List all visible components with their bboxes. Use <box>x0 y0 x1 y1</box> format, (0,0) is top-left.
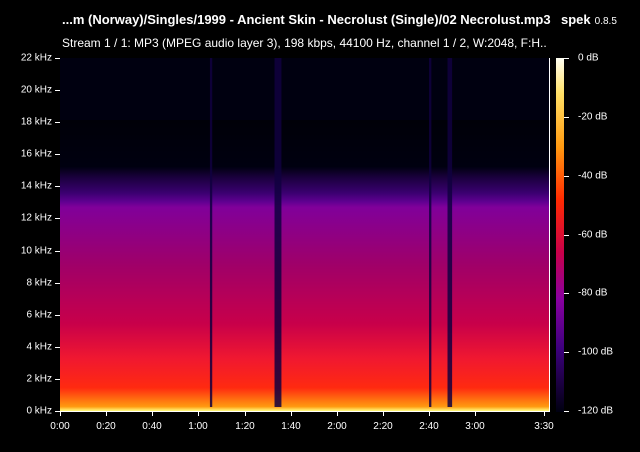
frequency-tick <box>55 283 60 284</box>
quiet-section-band <box>447 58 453 407</box>
colorbar-tick-label: -60 dB <box>578 229 608 241</box>
quiet-section-band <box>209 58 213 407</box>
time-tick <box>152 411 153 416</box>
colorbar-scale: 0 dB -20 dB -40 dB -60 dB -80 dB -100 dB -120 … <box>564 53 640 417</box>
frequency-tick <box>55 154 60 155</box>
time-tick <box>60 411 61 416</box>
app-name-label: spek <box>561 12 591 27</box>
colorbar-tick <box>564 293 569 294</box>
frequency-tick-label: 16 kHz <box>20 148 52 160</box>
frequency-tick <box>55 315 60 316</box>
colorbar <box>556 58 564 412</box>
time-tick <box>475 411 476 416</box>
time-tick-label: 3:00 <box>465 421 485 432</box>
time-tick <box>245 411 246 416</box>
time-tick <box>429 411 430 416</box>
frequency-tick <box>55 58 60 59</box>
colorbar-tick-label: 0 dB <box>578 52 599 64</box>
time-tick <box>106 411 107 416</box>
time-tick-label: 1:40 <box>281 421 301 432</box>
time-tick <box>198 411 199 416</box>
time-tick-label: 0:20 <box>96 421 116 432</box>
colorbar-tick <box>564 411 569 412</box>
frequency-tick <box>55 251 60 252</box>
frequency-tick-label: 22 kHz <box>20 52 52 64</box>
colorbar-tick <box>564 176 569 177</box>
colorbar-tick-label: -40 dB <box>578 170 608 182</box>
frequency-tick <box>55 411 60 412</box>
colorbar-tick-label: -80 dB <box>578 287 608 299</box>
colorbar-tick <box>564 117 569 118</box>
time-tick <box>337 411 338 416</box>
time-tick-label: 1:00 <box>188 421 208 432</box>
frequency-axis: 22 kHz 20 kHz 18 kHz 16 kHz 14 kHz 12 kHz 10 k… <box>0 53 60 417</box>
frequency-tick-label: 2 kHz <box>26 373 52 385</box>
spectrogram-plot[interactable] <box>60 58 550 412</box>
time-tick <box>383 411 384 416</box>
quiet-section-band <box>429 58 432 407</box>
colorbar-tick <box>564 58 569 59</box>
frequency-tick-label: 4 kHz <box>26 341 52 353</box>
frequency-tick <box>55 90 60 91</box>
colorbar-tick-label: -20 dB <box>578 111 608 123</box>
app-version: 0.8.5 <box>594 16 617 27</box>
colorbar-tick <box>564 352 569 353</box>
frequency-tick-label: 8 kHz <box>26 277 52 289</box>
spectrogram-image <box>60 58 549 411</box>
frequency-tick-label: 18 kHz <box>20 116 52 128</box>
frequency-tick <box>55 379 60 380</box>
frequency-tick-label: 12 kHz <box>20 212 52 224</box>
frequency-tick <box>55 122 60 123</box>
time-tick <box>544 411 545 416</box>
time-tick-label: 2:00 <box>327 421 347 432</box>
colorbar-tick-label: -100 dB <box>578 346 614 358</box>
stream-info: Stream 1 / 1: MP3 (MPEG audio layer 3), … <box>62 36 547 50</box>
colorbar-tick <box>564 235 569 236</box>
frequency-tick <box>55 218 60 219</box>
colorbar-tick-label: -120 dB <box>578 405 614 417</box>
time-tick-label: 1:20 <box>235 421 255 432</box>
quiet-section-band <box>274 58 282 407</box>
time-tick-label: 0:00 <box>50 421 70 432</box>
frequency-tick <box>55 347 60 348</box>
time-tick-label: 3:30 <box>534 421 554 432</box>
time-axis: 0:00 0:20 0:40 1:00 1:20 1:40 2:00 2:20 2:40 3:00… <box>50 411 554 432</box>
time-tick-label: 2:40 <box>419 421 439 432</box>
time-tick-label: 2:20 <box>373 421 393 432</box>
time-tick <box>291 411 292 416</box>
frequency-tick-label: 0 kHz <box>26 405 52 417</box>
frequency-tick-label: 20 kHz <box>20 84 52 96</box>
frequency-tick-label: 14 kHz <box>20 180 52 192</box>
frequency-tick-label: 6 kHz <box>26 309 52 321</box>
app-name: spek 0.8.5 <box>561 12 617 27</box>
frequency-tick <box>55 186 60 187</box>
time-tick-label: 0:40 <box>142 421 162 432</box>
frequency-tick-label: 10 kHz <box>20 245 52 257</box>
file-path-title: ...m (Norway)/Singles/1999 - Ancient Ski… <box>62 12 551 27</box>
